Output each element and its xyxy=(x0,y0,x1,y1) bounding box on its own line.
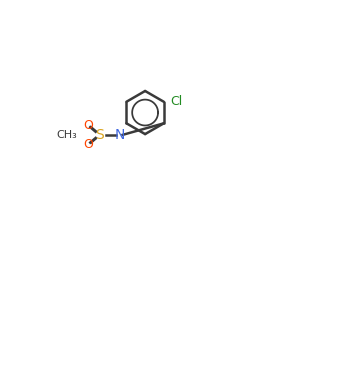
Text: O: O xyxy=(83,138,93,151)
Text: N: N xyxy=(115,128,125,142)
Text: O: O xyxy=(83,119,93,132)
Text: CH₃: CH₃ xyxy=(57,130,78,140)
Text: S: S xyxy=(95,128,104,142)
Text: Cl: Cl xyxy=(170,95,182,108)
